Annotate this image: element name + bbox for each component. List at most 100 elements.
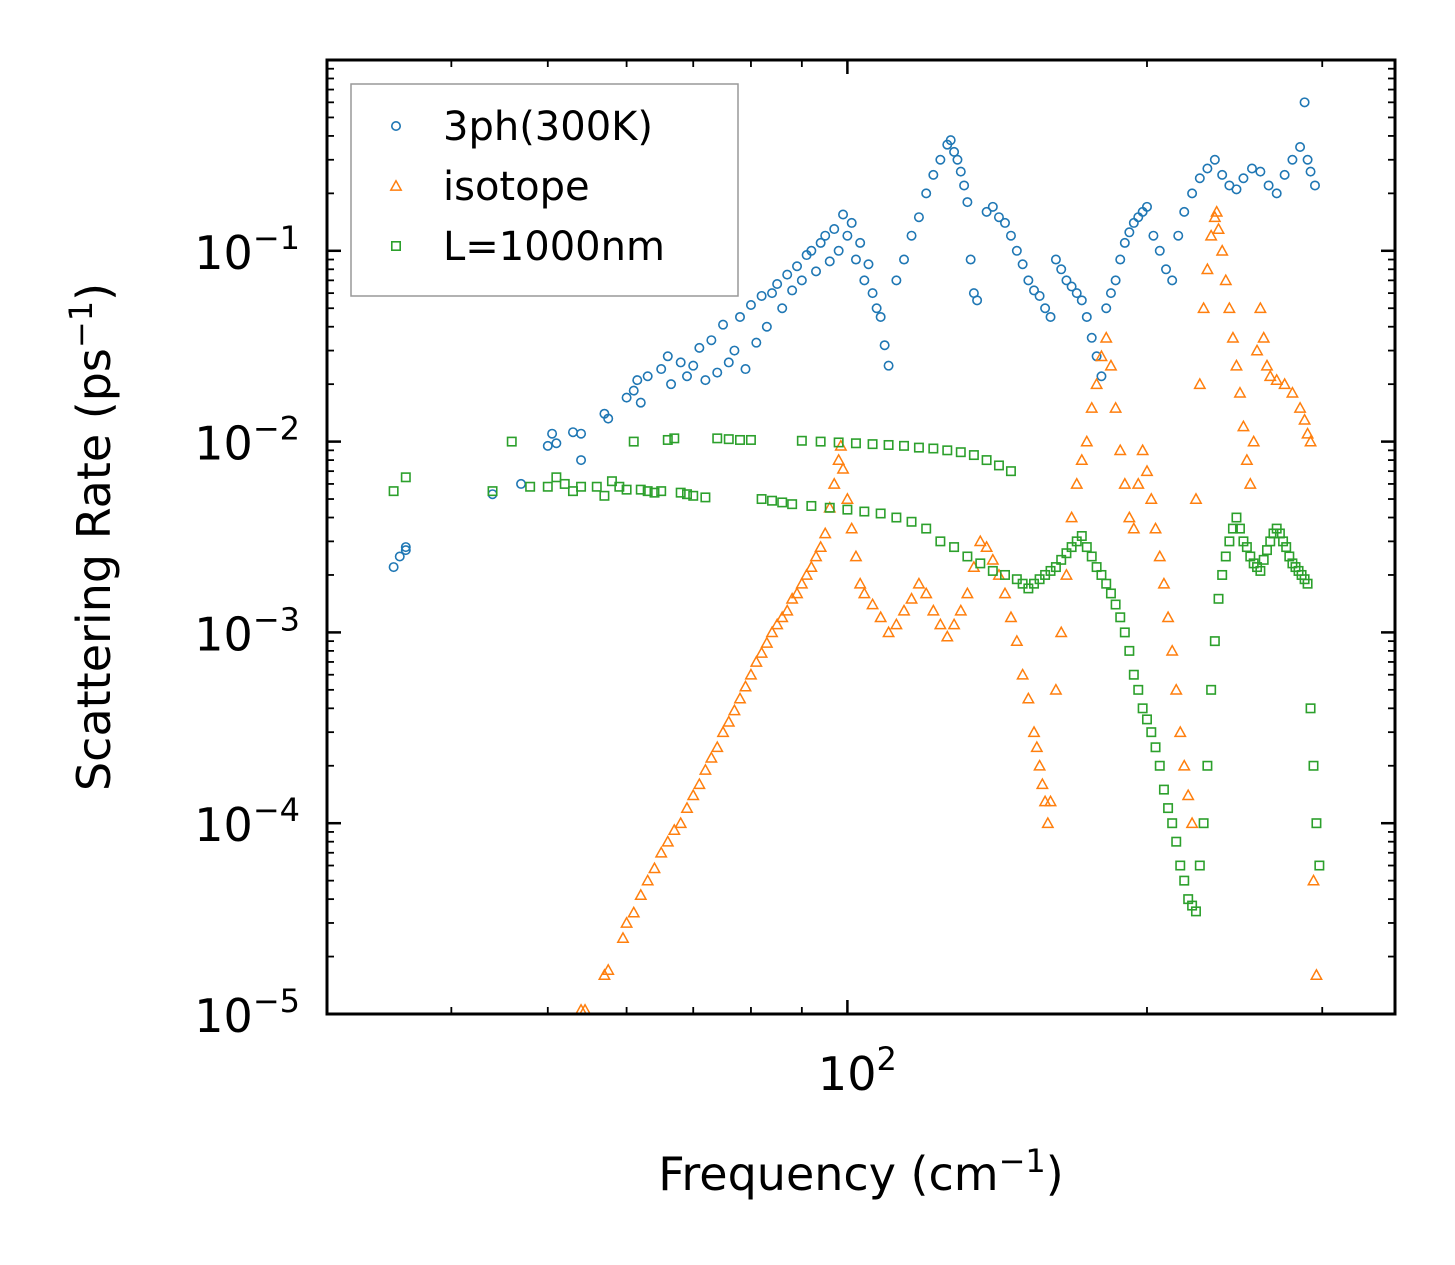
data-point [1295, 141, 1306, 152]
data-point [962, 551, 973, 562]
data-point [576, 481, 587, 492]
data-point [733, 691, 747, 704]
data-point [727, 703, 741, 716]
data-point [855, 237, 866, 248]
data-point [867, 439, 878, 450]
data-point [1298, 413, 1312, 425]
data-point [654, 846, 668, 858]
legend-label: isotope [443, 164, 590, 210]
data-point [656, 364, 667, 375]
y-axis-label: Scattering Rate (ps−1) [62, 283, 121, 791]
data-point [704, 751, 718, 763]
data-point [1302, 154, 1313, 165]
data-point [818, 526, 832, 539]
data-point [1236, 419, 1250, 432]
data-point [1161, 264, 1172, 275]
data-point [506, 436, 517, 447]
data-point [1140, 464, 1154, 477]
data-point [1209, 636, 1220, 647]
data-point [1278, 377, 1292, 390]
data-point [1209, 154, 1220, 165]
legend-marker [390, 241, 401, 252]
data-point [1090, 377, 1104, 390]
data-point [1215, 244, 1229, 256]
data-point [628, 436, 639, 447]
data-point [1148, 230, 1159, 241]
data-point [765, 625, 779, 638]
data-point [968, 450, 979, 461]
data-point [820, 230, 831, 241]
data-point [1011, 245, 1022, 256]
data-point [1056, 554, 1067, 565]
data-point [867, 288, 878, 299]
data-point [1167, 275, 1178, 286]
data-point [1029, 285, 1040, 296]
data-point [787, 499, 798, 510]
data-point [796, 435, 807, 446]
data-point [1222, 301, 1236, 314]
data-point [1081, 311, 1092, 322]
data-point [1287, 154, 1298, 165]
data-point [723, 434, 734, 445]
data-point [879, 340, 890, 351]
data-point [1059, 568, 1073, 580]
data-point [1304, 434, 1318, 447]
data-point [627, 905, 641, 918]
data-point [949, 542, 960, 553]
data-point [999, 569, 1010, 580]
data-point [649, 487, 660, 498]
data-point [889, 617, 903, 630]
data-point [1253, 301, 1267, 314]
data-point [525, 481, 536, 492]
data-point [388, 562, 399, 573]
plot-frame [325, 58, 1397, 1016]
data-point [614, 481, 625, 492]
data-point [1210, 205, 1224, 217]
data-point [777, 497, 788, 508]
data-point [1202, 760, 1213, 771]
data-point [1226, 331, 1240, 343]
data-point [849, 549, 863, 562]
data-point [760, 636, 774, 648]
data-point [933, 617, 947, 630]
data-point [1086, 332, 1097, 343]
data-point [628, 385, 639, 396]
data-point [1302, 578, 1313, 589]
data-point [1105, 288, 1116, 299]
data-point [815, 436, 826, 447]
data-point [811, 266, 822, 277]
data-point [1141, 714, 1152, 725]
data-point [400, 545, 411, 556]
data-point [1105, 588, 1116, 599]
data-point [955, 447, 966, 458]
data-point [1050, 254, 1061, 265]
data-point [998, 586, 1012, 599]
data-point [1149, 521, 1163, 534]
data-point [1101, 303, 1112, 314]
data-point [682, 371, 693, 382]
data-point [1305, 703, 1316, 714]
data-point [1167, 818, 1178, 829]
legend-items: 3ph(300K) isotope L=1000nm [389, 104, 665, 270]
data-point [965, 254, 976, 265]
data-point [621, 484, 632, 495]
data-point [962, 197, 973, 208]
data-point [1217, 569, 1228, 580]
data-point [751, 337, 762, 348]
data-point [1190, 906, 1201, 917]
data-point [1099, 331, 1113, 343]
data-point [795, 576, 809, 589]
data-point [542, 481, 553, 492]
data-point [829, 224, 840, 235]
data-point [1169, 683, 1183, 695]
data-point [921, 523, 932, 534]
data-point [632, 375, 643, 386]
data-point [487, 486, 498, 497]
data-point [1308, 760, 1319, 771]
data-point [1189, 492, 1203, 504]
data-point [1034, 290, 1045, 301]
data-point [846, 217, 857, 228]
data-point [973, 534, 987, 547]
data-point [648, 861, 661, 874]
